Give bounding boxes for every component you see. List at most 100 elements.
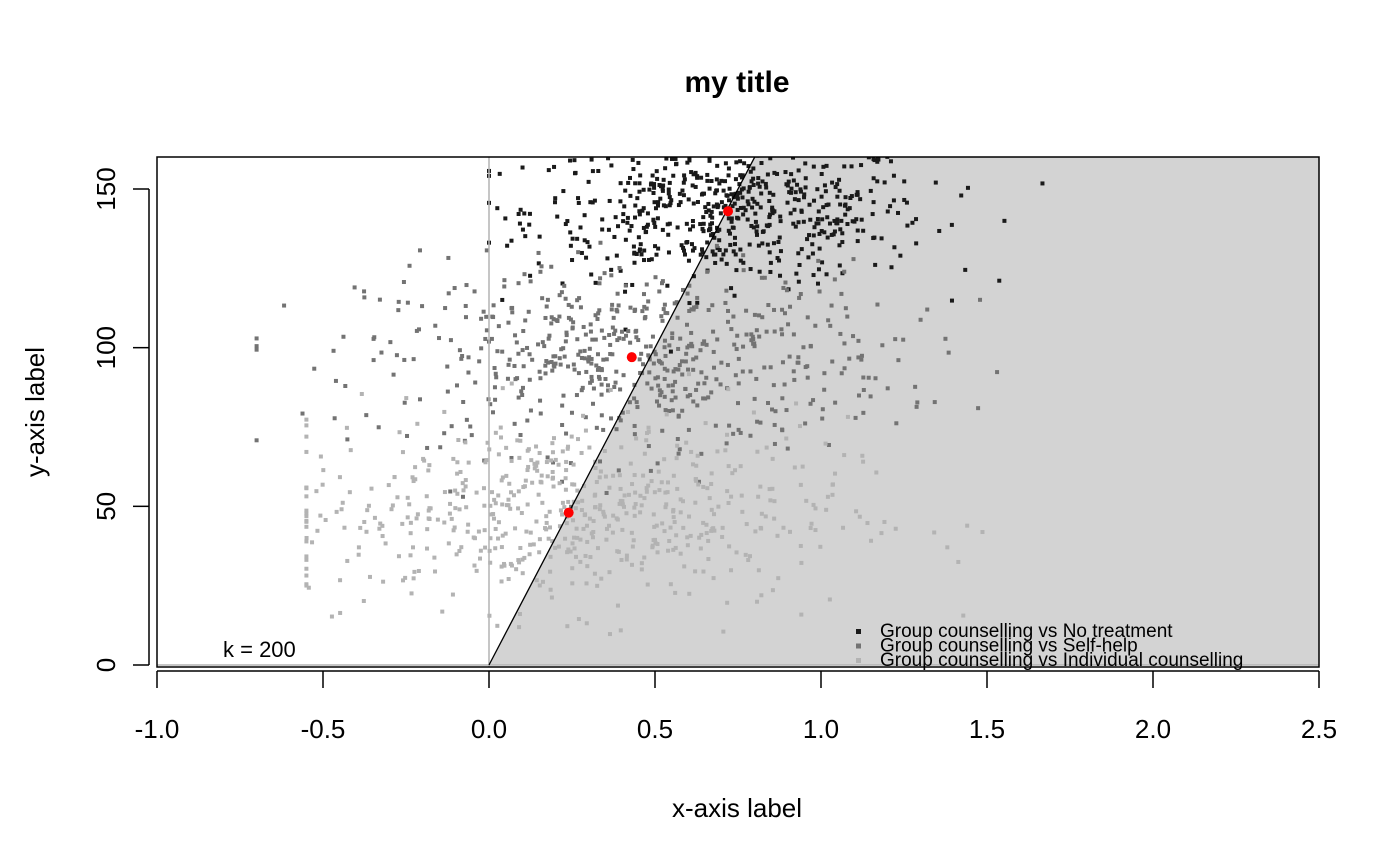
scatter-point-series-2	[312, 366, 317, 371]
scatter-point-series-2	[651, 361, 656, 366]
scatter-point-series-2	[599, 413, 604, 418]
scatter-point-series-2	[513, 333, 518, 338]
scatter-point-series-3	[701, 484, 706, 489]
scatter-point-series-3	[725, 432, 730, 437]
scatter-point-series-3	[593, 505, 598, 510]
scatter-point-series-2	[544, 359, 549, 364]
scatter-point-series-3	[671, 473, 676, 478]
scatter-point-series-2	[599, 392, 604, 397]
scatter-point-series-1	[845, 207, 850, 212]
scatter-point-series-2	[683, 386, 688, 391]
scatter-point-series-2	[685, 291, 690, 296]
scatter-point-series-2	[591, 401, 596, 406]
scatter-point-series-2	[885, 386, 890, 391]
scatter-point-series-2	[448, 338, 453, 343]
scatter-point-series-3	[532, 461, 537, 466]
scatter-point-series-2	[394, 353, 399, 358]
scatter-point-series-2	[657, 388, 662, 393]
scatter-point-series-2	[589, 361, 594, 366]
scatter-point-series-1	[747, 185, 752, 190]
scatter-point-series-3	[411, 576, 416, 581]
scatter-point-series-1	[675, 225, 680, 230]
scatter-point-series-2	[505, 376, 510, 381]
scatter-point-series-3	[759, 593, 764, 598]
scatter-point-series-3	[565, 446, 570, 451]
scatter-point-series-1	[623, 188, 628, 193]
scatter-point-series-2	[460, 353, 465, 358]
scatter-point-series-1	[669, 198, 674, 203]
scatter-point-series-3	[811, 502, 816, 507]
scatter-point-series-2	[546, 336, 551, 341]
scatter-point-series-3	[689, 449, 694, 454]
scatter-point-series-2	[880, 343, 885, 348]
scatter-point-series-3	[646, 483, 651, 488]
scatter-point-series-3	[799, 612, 804, 617]
scatter-point-series-2	[571, 320, 576, 325]
scatter-point-series-2	[696, 479, 701, 484]
scatter-point-series-2	[839, 291, 844, 296]
scatter-point-series-3	[304, 535, 309, 540]
scatter-point-series-2	[578, 349, 583, 354]
scatter-point-series-1	[786, 179, 791, 184]
scatter-point-series-1	[677, 191, 682, 196]
scatter-point-series-1	[561, 189, 566, 194]
scatter-point-series-2	[680, 372, 685, 377]
scatter-point-series-1	[655, 216, 660, 221]
scatter-point-series-3	[671, 515, 676, 520]
scatter-point-series-2	[783, 280, 788, 285]
scatter-point-series-2	[459, 356, 464, 361]
scatter-point-series-3	[572, 535, 577, 540]
scatter-point-series-1	[700, 247, 705, 252]
scatter-point-series-2	[539, 264, 544, 269]
scatter-point-series-3	[568, 549, 573, 554]
scatter-point-series-3	[841, 525, 846, 530]
scatter-point-series-1	[625, 220, 630, 225]
scatter-point-series-1	[682, 177, 687, 182]
scatter-point-series-1	[645, 222, 650, 227]
scatter-point-series-3	[576, 500, 581, 505]
scatter-point-series-3	[723, 448, 728, 453]
scatter-point-series-2	[772, 329, 777, 334]
scatter-point-series-1	[553, 196, 558, 201]
scatter-point-series-2	[842, 366, 847, 371]
scatter-point-series-3	[455, 460, 460, 465]
scatter-point-series-1	[816, 221, 821, 226]
scatter-point-series-2	[791, 332, 796, 337]
scatter-point-series-1	[859, 163, 864, 168]
scatter-point-series-3	[356, 545, 361, 550]
scatter-point-series-3	[578, 559, 583, 564]
scatter-point-series-1	[627, 228, 632, 233]
scatter-point-series-3	[563, 487, 568, 492]
scatter-point-series-1	[735, 207, 740, 212]
scatter-point-series-3	[738, 464, 743, 469]
scatter-point-series-3	[634, 436, 639, 441]
scatter-point-series-3	[548, 554, 553, 559]
scatter-point-series-3	[557, 481, 562, 486]
scatter-point-series-1	[767, 199, 772, 204]
scatter-point-series-2	[558, 362, 563, 367]
scatter-point-series-3	[703, 421, 708, 426]
scatter-point-series-3	[427, 463, 432, 468]
scatter-point-series-1	[741, 186, 746, 191]
scatter-point-series-2	[401, 280, 406, 285]
scatter-point-series-3	[664, 502, 669, 507]
scatter-point-series-1	[520, 165, 525, 170]
scatter-point-series-2	[638, 370, 643, 375]
scatter-point-series-3	[372, 515, 377, 520]
scatter-point-series-3	[397, 430, 402, 435]
scatter-point-series-1	[652, 220, 657, 225]
scatter-point-series-2	[466, 355, 471, 360]
scatter-point-series-3	[725, 600, 730, 605]
scatter-point-series-3	[638, 493, 643, 498]
scatter-point-series-3	[400, 450, 405, 455]
scatter-point-series-1	[753, 211, 758, 216]
scatter-point-series-1	[652, 182, 657, 187]
scatter-point-series-2	[695, 403, 700, 408]
scatter-point-series-3	[504, 445, 509, 450]
scatter-point-series-1	[686, 258, 691, 263]
scatter-point-series-3	[617, 473, 622, 478]
scatter-point-series-1	[820, 260, 825, 265]
scatter-point-series-2	[803, 365, 808, 370]
scatter-point-series-3	[644, 486, 649, 491]
